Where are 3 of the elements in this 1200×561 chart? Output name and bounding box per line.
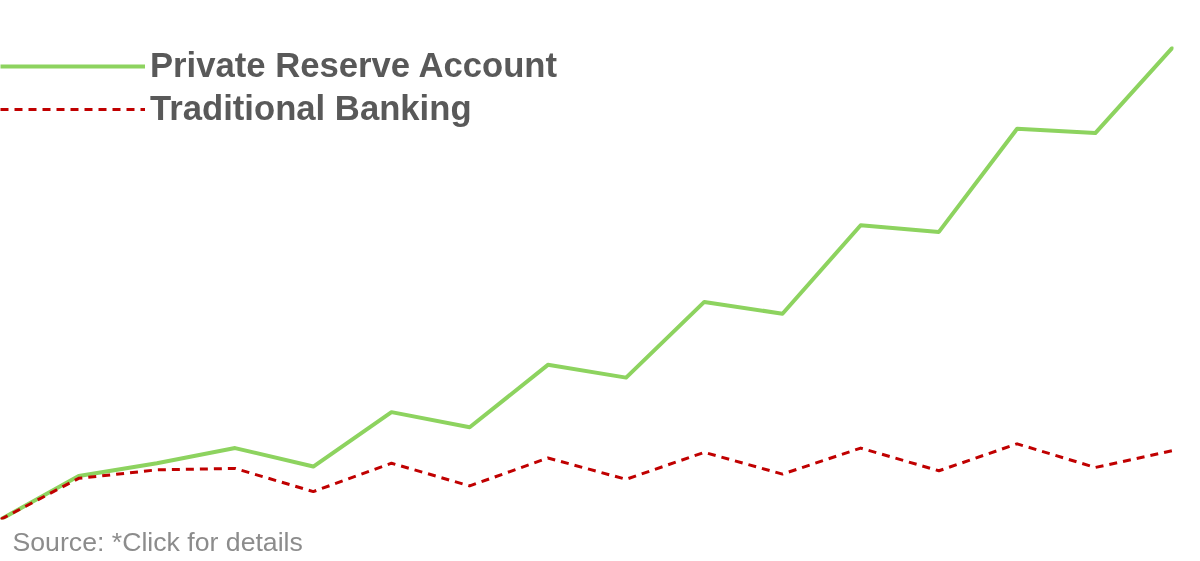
legend-label: Traditional Banking	[150, 89, 472, 128]
source-note: Source: *Click for details	[12, 526, 303, 557]
legend-label: Private Reserve Account	[150, 46, 558, 85]
